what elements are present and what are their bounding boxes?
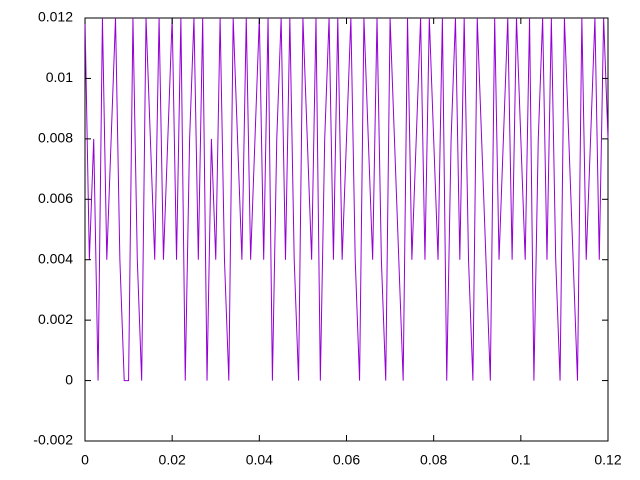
x-tick-label: 0.1	[511, 452, 531, 468]
x-tick-label: 0.08	[420, 452, 447, 468]
y-tick-label: 0.01	[46, 69, 73, 85]
data-line	[84, 17, 609, 382]
x-tick-label: 0.06	[333, 452, 360, 468]
y-tick-label: 0.012	[38, 9, 73, 25]
x-tick-label: 0.02	[159, 452, 186, 468]
y-tick-label: 0.008	[38, 130, 73, 146]
y-tick-label: 0	[65, 371, 73, 387]
x-tick-label: 0	[81, 452, 89, 468]
plot-frame	[84, 17, 609, 442]
y-tick-label: -0.002	[33, 432, 73, 448]
y-tick-label: 0.004	[38, 250, 73, 266]
y-tick-label: 0.006	[38, 190, 73, 206]
y-tick-label: 0.002	[38, 311, 73, 327]
x-tick-label: 0.04	[246, 452, 273, 468]
x-tick-label: 0.12	[594, 452, 621, 468]
